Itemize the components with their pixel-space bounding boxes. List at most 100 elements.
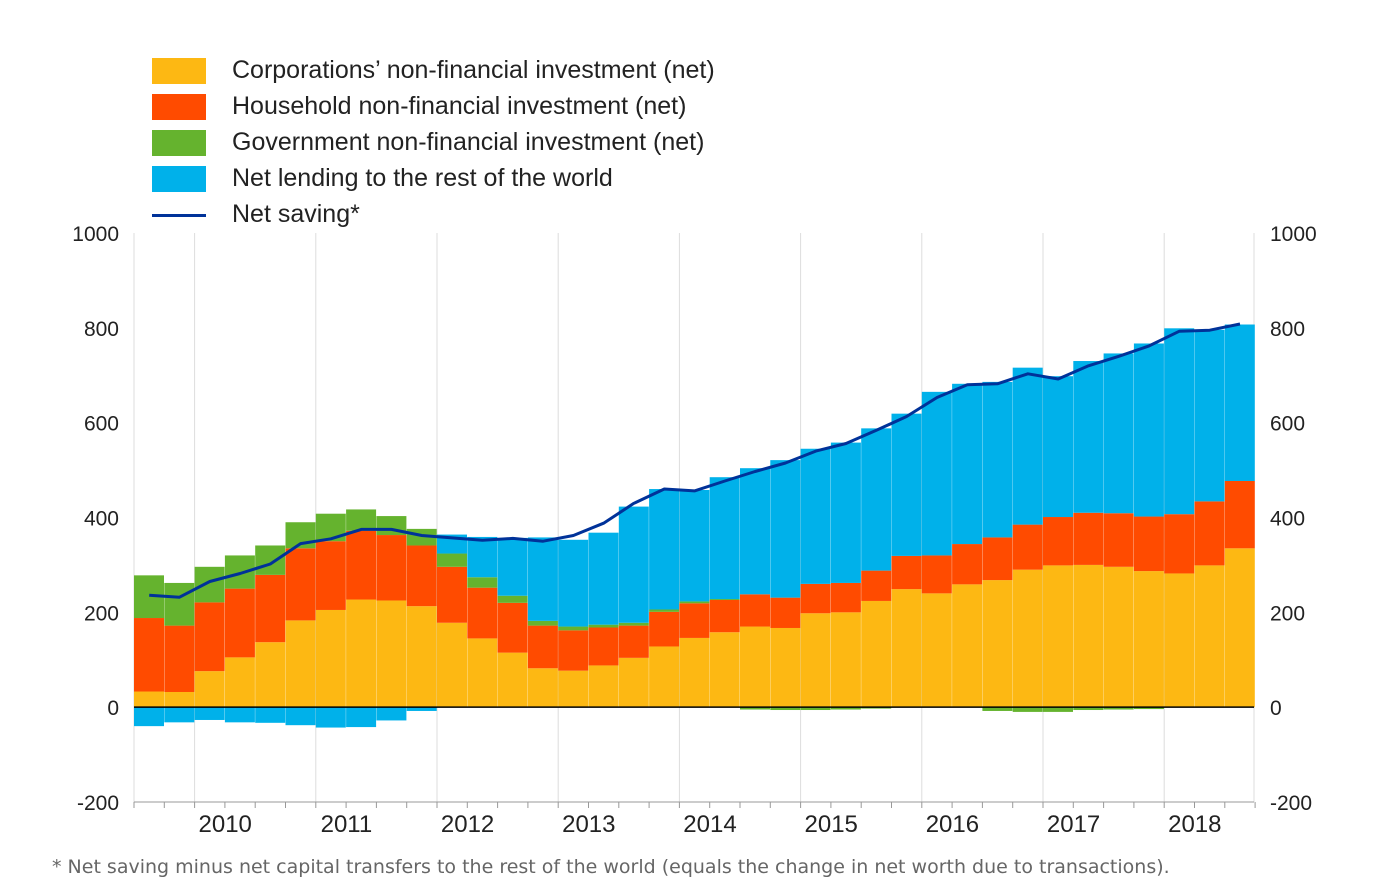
legend-swatch-government [152,130,206,156]
net-saving-line [149,322,1241,599]
bar-0 [527,668,558,708]
bar-3 [346,707,377,728]
bar-2 [467,577,498,588]
legend-swatch-household [152,94,206,120]
bar-0 [1073,564,1104,708]
bar-1 [467,587,498,639]
bar-1 [1012,524,1043,570]
bar-3 [952,383,983,545]
bar-0 [376,600,407,708]
bar-neg [1073,707,1104,711]
bar-2 [649,609,680,612]
x-year-label: 2017 [1047,811,1100,838]
legend-label-net-lending: Net lending to the rest of the world [232,164,613,192]
legend-swatch-net-saving [152,214,206,217]
bar-2 [497,595,528,603]
x-year-label: 2015 [805,811,858,838]
bar-3 [1012,367,1043,525]
bar-2 [194,566,225,603]
bar-1 [740,594,770,627]
bar-3 [134,707,164,727]
bar-0 [558,670,589,708]
bar-1 [770,597,801,628]
bar-1 [315,541,346,610]
bar-0 [740,626,770,708]
bar-3 [800,448,831,584]
bar-3 [1043,376,1073,518]
bar-3 [315,707,346,728]
bar-3 [497,537,528,596]
bar-1 [255,574,286,643]
bar-neg [800,707,831,711]
legend-swatch-net-lending [152,166,206,192]
y-tick-label-right: 800 [1270,318,1305,341]
bar-3 [740,468,770,595]
bar-0 [315,609,346,708]
bar-neg [1012,707,1043,712]
bar-1 [1073,512,1104,565]
bar-0 [891,589,922,708]
bar-1 [527,625,558,669]
y-tick-label-left: 600 [84,413,119,436]
x-year-label: 2010 [199,811,252,838]
y-tick-label-left: 1000 [72,223,119,246]
bar-1 [194,602,225,672]
bar-2 [437,553,467,567]
bar-neg [740,707,770,710]
legend-label-corporations: Corporations’ non-financial investment (… [232,56,715,84]
bar-0 [406,606,437,708]
bar-3 [618,506,649,623]
x-year-label: 2012 [441,811,494,838]
bar-0 [1164,573,1195,708]
bar-3 [588,532,619,625]
bar-0 [346,599,377,708]
bar-1 [709,600,740,633]
bar-3 [558,539,589,627]
bar-0 [770,627,801,708]
bar-0 [1133,571,1164,708]
legend-swatch-corporations [152,58,206,84]
bar-0 [1043,565,1073,708]
bar-3 [1133,343,1164,517]
bar-1 [1103,513,1134,567]
bar-3 [406,707,437,711]
bar-1 [679,603,710,638]
bar-1 [558,630,589,671]
bar-3 [982,381,1013,538]
bar-0 [1012,569,1043,708]
bar-3 [861,428,892,571]
bar-neg [770,707,801,711]
bar-1 [649,611,680,647]
bar-1 [921,555,952,594]
bar-1 [1133,516,1164,572]
bar-1 [346,530,377,600]
bar-3 [1194,329,1225,502]
bar-neg [1043,707,1073,712]
bar-0 [1103,566,1134,708]
bar-1 [497,602,528,653]
bar-3 [164,707,195,723]
bar-1 [406,545,437,607]
bar-3 [921,391,952,556]
bar-0 [497,652,528,708]
bar-3 [1164,328,1195,515]
bar-neg [830,707,861,710]
bar-0 [679,637,710,708]
y-tick-label-right: -200 [1270,792,1312,815]
bar-neg [1103,707,1134,710]
y-tick-label-right: 200 [1270,602,1305,625]
bar-3 [194,707,225,720]
bar-0 [164,691,195,708]
bar-3 [891,413,922,556]
y-tick-label-left: 400 [84,508,119,531]
bar-1 [588,627,619,666]
bar-3 [1224,324,1255,481]
bar-1 [134,618,164,692]
bar-2 [709,599,740,601]
bar-1 [982,537,1013,581]
bar-3 [376,707,407,721]
bar-2 [346,509,377,531]
y-tick-label-right: 0 [1270,697,1282,720]
bar-0 [952,584,983,708]
